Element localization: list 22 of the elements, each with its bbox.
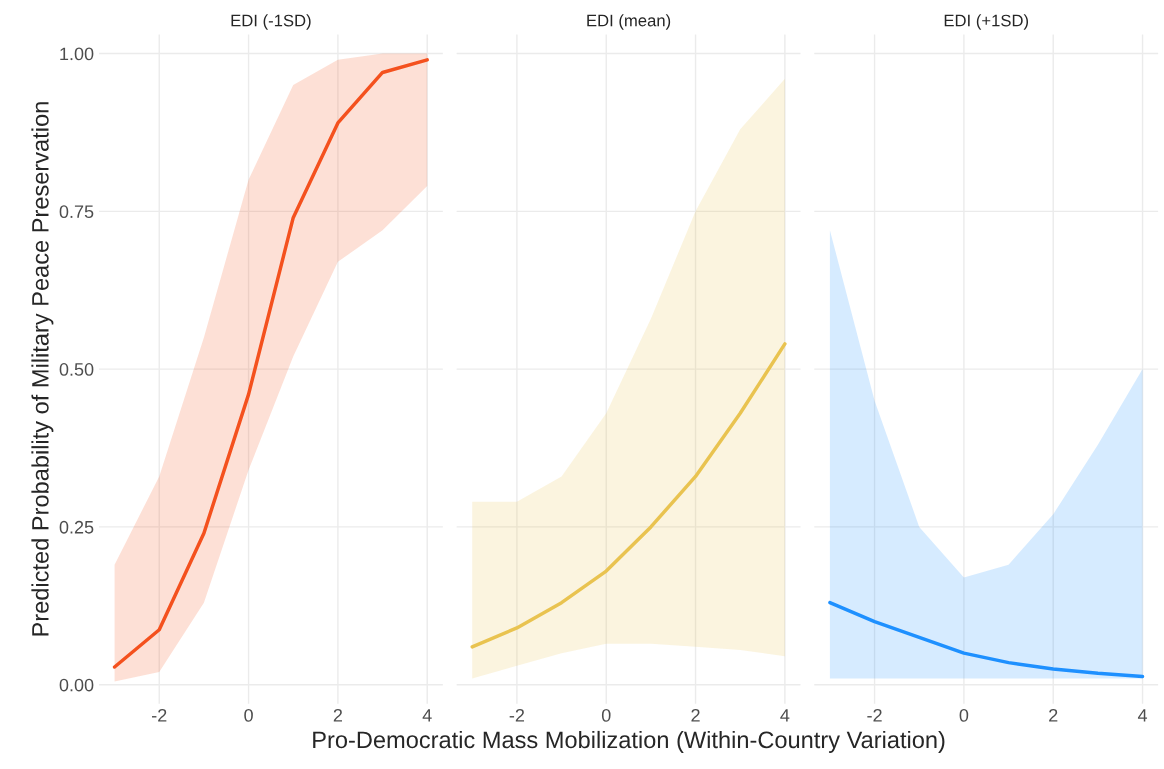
chart-title: EDI (-1SD): [231, 14, 311, 30]
x-tick-label: -2: [152, 708, 167, 722]
y-tick-label: 0.75: [59, 205, 94, 219]
x-tick-label: 4: [422, 709, 432, 722]
x-tick-label: -2: [509, 708, 525, 722]
x-tick-label: 0: [959, 708, 969, 722]
y-tick-label: 0.25: [59, 520, 94, 534]
x-tick-label: 0: [601, 708, 611, 722]
x-tick-label: 4: [780, 709, 790, 722]
x-tick-label: 2: [691, 708, 700, 722]
chart-title: EDI (mean): [587, 14, 671, 30]
x-tick-label: -2: [867, 708, 882, 722]
y-tick-label: 0.00: [59, 678, 94, 692]
x-tick-label: 2: [333, 708, 342, 722]
y-axis-title: Predicted Probability of Military Peace Preservation: [31, 102, 54, 636]
y-tick-label: 0.50: [59, 363, 94, 376]
chart-title: EDI (+1SD): [944, 14, 1029, 30]
x-tick-label: 2: [1049, 708, 1058, 722]
y-tick-label: 1.00: [60, 47, 94, 61]
x-axis-title: Pro-Democratic Mass Mobilization (Within-Country Variation): [313, 730, 945, 753]
x-tick-label: 0: [244, 708, 253, 722]
x-tick-label: 4: [1137, 709, 1148, 722]
